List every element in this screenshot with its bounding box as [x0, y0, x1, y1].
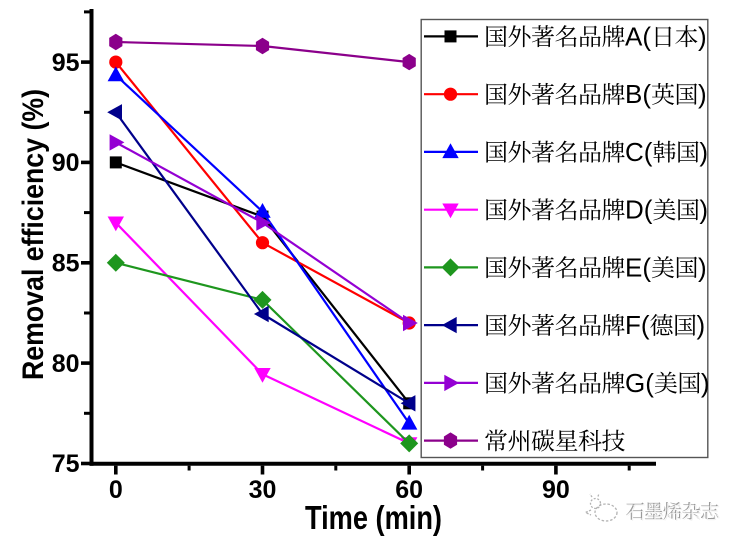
svg-text:95: 95 [52, 49, 80, 77]
svg-text:E(: E( [625, 252, 651, 282]
svg-text:0: 0 [109, 476, 123, 504]
svg-text:80: 80 [52, 350, 80, 378]
svg-text:Removal efficiency (%): Removal efficiency (%) [17, 89, 50, 380]
svg-text:F(: F( [625, 310, 650, 340]
svg-text:D(: D( [625, 195, 653, 225]
svg-text:): ) [701, 368, 710, 398]
svg-text:): ) [697, 310, 706, 340]
svg-text:): ) [698, 21, 707, 51]
svg-text:85: 85 [52, 250, 80, 278]
svg-text:30: 30 [249, 476, 277, 504]
svg-text:Time (min): Time (min) [305, 499, 442, 536]
svg-text:): ) [699, 137, 708, 167]
svg-text:90: 90 [52, 149, 80, 177]
svg-text:G(: G( [625, 368, 654, 398]
svg-text:): ) [698, 79, 707, 109]
svg-text:75: 75 [52, 450, 80, 478]
svg-text:A(: A( [625, 21, 651, 51]
svg-text:): ) [698, 252, 707, 282]
svg-text:): ) [699, 195, 708, 225]
svg-text:90: 90 [542, 476, 570, 504]
svg-text:B(: B( [625, 79, 651, 109]
svg-text:60: 60 [395, 476, 423, 504]
svg-text:C(: C( [625, 137, 653, 167]
